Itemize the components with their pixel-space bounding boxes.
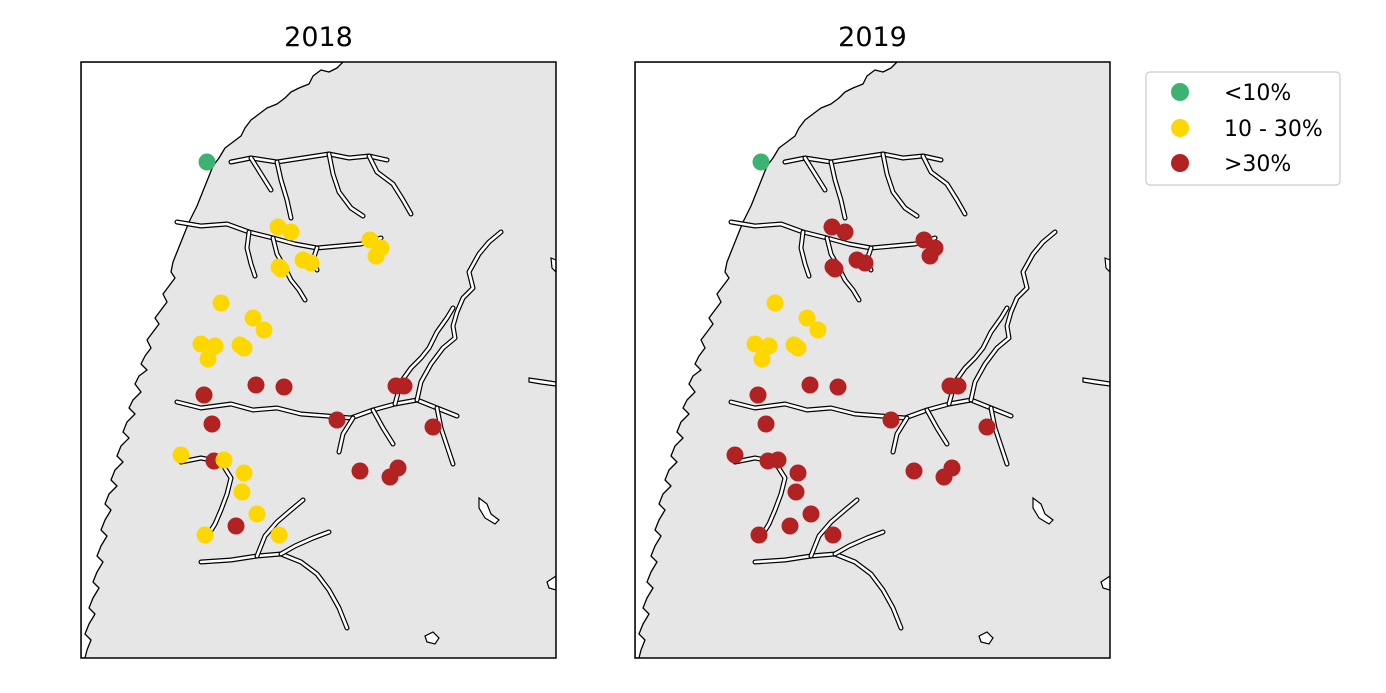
site-marker [203,415,221,433]
site-marker [789,464,807,482]
panel-frame [80,61,557,659]
legend-marker [1171,154,1189,172]
site-marker [787,483,805,501]
site-marker [270,258,288,276]
site-marker [196,526,214,544]
site-marker [750,526,768,544]
site-marker [726,446,744,464]
site-marker [255,321,273,339]
site-marker [752,153,770,171]
site-markers-2019 [726,153,996,544]
site-marker [753,350,771,368]
coastline-basemap [81,62,556,658]
legend-item-low: <10% [1171,81,1291,106]
site-marker [302,254,320,272]
site-marker [757,415,775,433]
site-marker [809,321,827,339]
panel-title: 2019 [838,22,907,53]
site-markers-2018 [172,153,442,544]
panel-title: 2018 [284,22,353,53]
site-marker [921,247,939,265]
site-marker [244,309,262,327]
site-marker [882,411,900,429]
site-marker [195,386,213,404]
site-marker [781,517,799,535]
site-marker [235,339,253,357]
site-marker [905,462,923,480]
site-marker [269,218,287,236]
legend-label: <10% [1224,81,1291,106]
site-marker [275,378,293,396]
site-marker [766,294,784,312]
map-panel-2018: 2018 [80,22,557,659]
legend-marker [1171,83,1189,101]
legend: <10% 10 - 30% >30% [1145,71,1341,186]
site-marker [395,377,413,395]
site-marker [801,376,819,394]
site-marker [172,446,190,464]
site-marker [233,483,251,501]
site-marker [270,526,288,544]
legend-label: 10 - 30% [1224,117,1323,142]
site-marker [824,258,842,276]
legend-item-high: >30% [1171,152,1291,177]
site-marker [247,376,265,394]
site-marker [227,517,245,535]
site-marker [824,526,842,544]
site-marker [823,218,841,236]
site-marker [802,505,820,523]
site-marker [328,411,346,429]
site-marker [798,309,816,327]
site-marker [746,335,764,353]
panel-frame [634,61,1111,659]
site-marker [198,153,216,171]
site-marker [978,418,996,436]
site-marker [836,223,854,241]
site-marker [943,459,961,477]
site-marker [760,337,778,355]
map-panel-2019: 2019 [634,22,1111,659]
site-marker [192,335,210,353]
legend-item-mid: 10 - 30% [1171,117,1323,142]
site-marker [829,378,847,396]
site-marker [749,386,767,404]
site-marker [769,451,787,469]
site-marker [367,247,385,265]
site-marker [215,451,233,469]
legend-box [1145,71,1341,186]
legend-marker [1171,119,1189,137]
site-marker [856,254,874,272]
site-marker [949,377,967,395]
site-marker [351,462,369,480]
legend-label: >30% [1224,152,1291,177]
site-marker [206,337,224,355]
site-marker [212,294,230,312]
site-marker [389,459,407,477]
site-marker [199,350,217,368]
site-marker [248,505,266,523]
site-marker [282,223,300,241]
site-marker [789,339,807,357]
site-marker [235,464,253,482]
site-marker [424,418,442,436]
coastline-basemap [635,62,1110,658]
